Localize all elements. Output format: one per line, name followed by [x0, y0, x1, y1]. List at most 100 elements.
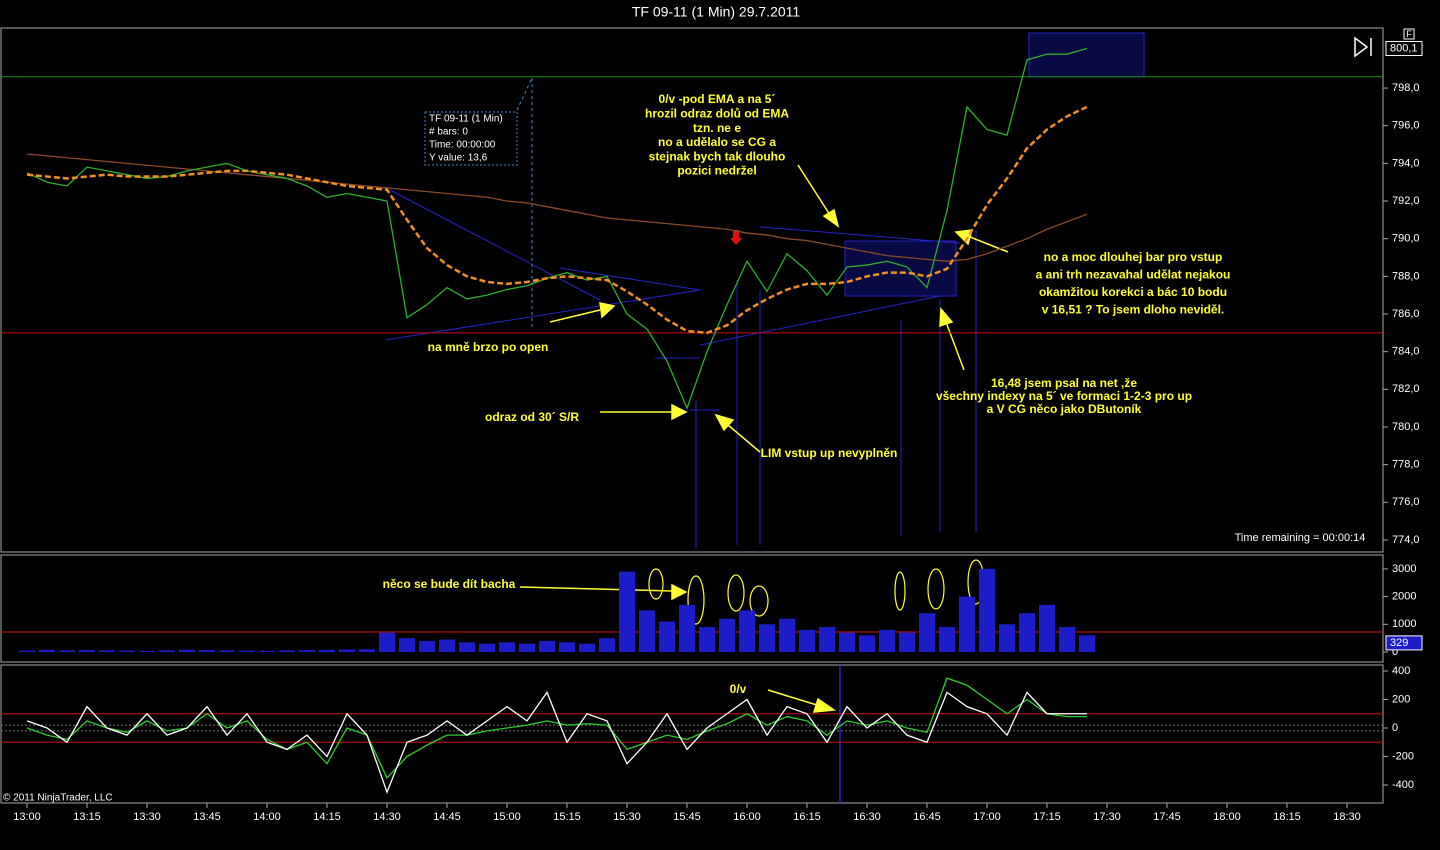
last-value-label: 800,1 [1390, 42, 1418, 54]
volume-bar [219, 650, 235, 653]
annotation: 0/v -pod EMA a na 5´ [659, 92, 776, 106]
y-tick-label: -200 [1392, 750, 1414, 762]
box [844, 240, 957, 297]
volume-bar [739, 610, 755, 653]
x-tick-label: 18:00 [1213, 811, 1241, 823]
play-button[interactable] [1354, 36, 1372, 58]
time-remaining: Time remaining = 00:00:14 [1235, 532, 1366, 544]
volume-bar [199, 650, 215, 653]
info-line: Time: 00:00:00 [429, 140, 496, 151]
annotation: na mně brzo po open [428, 340, 549, 354]
volume-bar [379, 632, 395, 653]
x-tick-label: 16:00 [733, 811, 761, 823]
last-value-label: 329 [1390, 637, 1408, 649]
arrows [519, 164, 1009, 713]
volume-bar [99, 650, 115, 653]
volume-bar [679, 604, 695, 653]
entry-marker [730, 230, 742, 245]
series-line [26, 677, 1087, 780]
volume-bar [879, 629, 895, 653]
volume-bar [439, 639, 455, 653]
volume-bar [39, 649, 55, 653]
x-tick-label: 13:00 [13, 811, 41, 823]
y-tick-label: 400 [1392, 665, 1410, 677]
volume-bar [799, 629, 815, 653]
volume-bar [839, 632, 855, 653]
x-tick-label: 15:30 [613, 811, 641, 823]
x-tick-label: 14:30 [373, 811, 401, 823]
y-tick-label: 0 [1392, 646, 1398, 658]
annotation: no a moc dlouhej bar pro vstup [1044, 250, 1223, 264]
x-tick-label: 16:45 [913, 811, 941, 823]
flag[interactable]: F [1406, 29, 1412, 39]
series-line [26, 691, 1087, 795]
volume-bar [479, 643, 495, 653]
y-tick-label: 774,0 [1392, 534, 1420, 546]
volume-bar [719, 618, 735, 653]
series-line [26, 47, 1088, 410]
x-tick-label: 13:15 [73, 811, 101, 823]
annotation: LIM vstup up nevyplněn [761, 446, 898, 460]
volume-bar [359, 649, 375, 653]
volume-bar [239, 650, 255, 653]
volume-bar [319, 649, 335, 653]
annotation: všechny indexy na 5´ ve formaci 1-2-3 pr… [936, 389, 1192, 403]
volume-bar [619, 571, 635, 653]
x-tick-label: 16:30 [853, 811, 881, 823]
annotation: a ani trh nezavahal udělat nejakou [1036, 268, 1231, 282]
volume-bar [419, 640, 435, 653]
x-tick-label: 15:00 [493, 811, 521, 823]
trendline [384, 289, 701, 341]
volume-bar [259, 650, 275, 653]
y-tick-label: 200 [1392, 693, 1410, 705]
volume-bar [599, 638, 615, 653]
volume-bar [459, 642, 475, 653]
volume-bar [819, 627, 835, 653]
volume-bar [519, 643, 535, 653]
x-tick-label: 14:00 [253, 811, 281, 823]
volume-bar [399, 638, 415, 653]
volume-bar [639, 610, 655, 653]
flag-box[interactable] [1403, 28, 1415, 40]
annotation: no a udělalo se CG a [658, 135, 776, 149]
volume-bar [119, 650, 135, 653]
volume-bar [1019, 613, 1035, 653]
trendline [759, 226, 961, 244]
volume-bar [539, 640, 555, 653]
copyright: © 2011 NinjaTrader, LLC [3, 793, 113, 804]
annotation: tzn. ne e [693, 121, 741, 135]
y-tick-label: 1000 [1392, 618, 1416, 630]
y-tick-label: 776,0 [1392, 496, 1420, 508]
trendline [389, 189, 601, 301]
annotation: 0/v [730, 682, 747, 696]
y-tick-label: 782,0 [1392, 383, 1420, 395]
y-tick-label: 798,0 [1392, 82, 1420, 94]
info-box [424, 111, 518, 166]
x-tick-label: 17:30 [1093, 811, 1121, 823]
y-tick-label: 792,0 [1392, 195, 1420, 207]
x-tick-label: 14:15 [313, 811, 341, 823]
last-value-box [1385, 635, 1423, 651]
info-line: TF 09-11 (1 Min) [429, 114, 503, 125]
volume-bar [999, 624, 1015, 653]
annotation: okamžitou korekci a bác 10 bodu [1039, 285, 1227, 299]
volume-bar [499, 642, 515, 653]
x-tick-label: 17:45 [1153, 811, 1181, 823]
price-panel [0, 27, 1384, 553]
annotation: stejnak bych tak dlouho [649, 149, 786, 163]
x-tick-label: 17:15 [1033, 811, 1061, 823]
x-tick-label: 13:30 [133, 811, 161, 823]
volume-panel [0, 554, 1384, 663]
annotation: a V CG něco jako DButoník [987, 402, 1142, 416]
x-tick-label: 16:15 [793, 811, 821, 823]
x-tick-label: 13:45 [193, 811, 221, 823]
info-line: Y value: 13,6 [429, 153, 488, 164]
y-tick-label: 2000 [1392, 590, 1416, 602]
annotation: něco se bude dít bacha [383, 577, 516, 591]
series-line [26, 105, 1088, 335]
y-tick-label: 778,0 [1392, 459, 1420, 471]
volume-bar [859, 635, 875, 653]
ellipses [648, 559, 985, 625]
